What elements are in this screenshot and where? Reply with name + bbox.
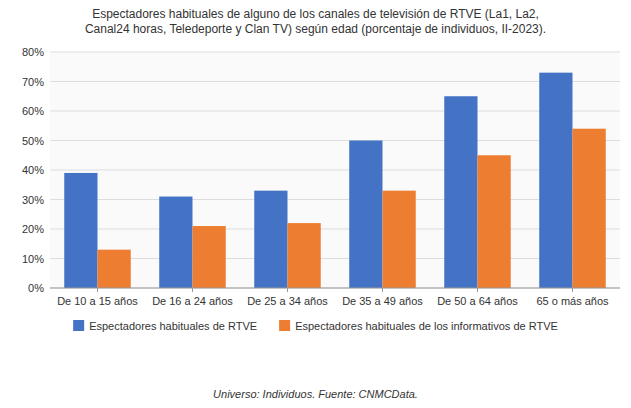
grid-line	[50, 170, 620, 171]
y-tick-label: 0%	[28, 282, 44, 294]
x-axis-line	[50, 288, 620, 289]
bar	[254, 191, 287, 288]
x-tick	[382, 288, 383, 292]
x-tick-label: De 50 a 64 años	[437, 295, 518, 307]
x-tick	[192, 288, 193, 292]
bar	[539, 73, 572, 288]
y-tick-label: 40%	[22, 164, 44, 176]
y-tick-label: 10%	[22, 253, 44, 265]
bar	[159, 197, 192, 288]
x-tick	[572, 288, 573, 292]
x-tick	[287, 288, 288, 292]
y-tick-label: 80%	[22, 46, 44, 58]
grid-line	[50, 140, 620, 141]
y-tick-label: 70%	[22, 76, 44, 88]
x-tick-label: De 35 a 49 años	[342, 295, 423, 307]
y-tick-label: 60%	[22, 105, 44, 117]
chart: Espectadores habituales de alguno de los…	[0, 0, 631, 408]
bars	[64, 73, 606, 288]
bar	[64, 173, 97, 288]
bar	[349, 141, 382, 289]
y-axis: 0% 10% 20% 30% 40% 50% 60% 70% 80%	[22, 46, 620, 294]
grid-line	[50, 288, 620, 289]
x-tick	[97, 288, 98, 292]
y-tick-label: 30%	[22, 194, 44, 206]
bar	[478, 155, 511, 288]
grid-line	[50, 199, 620, 200]
y-tick-label: 20%	[22, 223, 44, 235]
title: Espectadores habituales de alguno de los…	[85, 7, 546, 36]
bar	[573, 129, 606, 288]
x-tick-label: De 16 a 24 años	[152, 295, 233, 307]
legend-item: Espectadores habituales de los informati…	[279, 320, 558, 332]
bar	[444, 96, 477, 288]
bar	[193, 226, 226, 288]
x-tick-label: 65 o más años	[536, 295, 609, 307]
chart-container: Espectadores habituales de alguno de los…	[0, 0, 631, 408]
grid-line	[50, 52, 620, 53]
y-tick-label: 50%	[22, 135, 44, 147]
plot-background	[50, 52, 620, 288]
legend-item: Espectadores habituales de RTVE	[73, 320, 257, 332]
grid-line	[50, 111, 620, 112]
footnote: Universo: Individuos. Fuente: CNMCData.	[213, 388, 418, 400]
grid-line	[50, 258, 620, 259]
x-tick-label: De 25 a 34 años	[247, 295, 328, 307]
legend-swatch	[73, 320, 84, 331]
bar	[288, 223, 321, 288]
legend-swatch	[279, 320, 290, 331]
legend-label: Espectadores habituales de los informati…	[295, 320, 558, 332]
grid-line	[50, 81, 620, 82]
x-tick	[477, 288, 478, 292]
legend: Espectadores habituales de RTVE Espectado…	[73, 320, 558, 332]
bar	[98, 250, 131, 288]
grid-line	[50, 229, 620, 230]
legend-label: Espectadores habituales de RTVE	[89, 320, 257, 332]
bar	[383, 191, 416, 288]
x-tick-label: De 10 a 15 años	[57, 295, 138, 307]
x-axis: De 10 a 15 años De 16 a 24 años De 25 a 34…	[50, 288, 620, 307]
